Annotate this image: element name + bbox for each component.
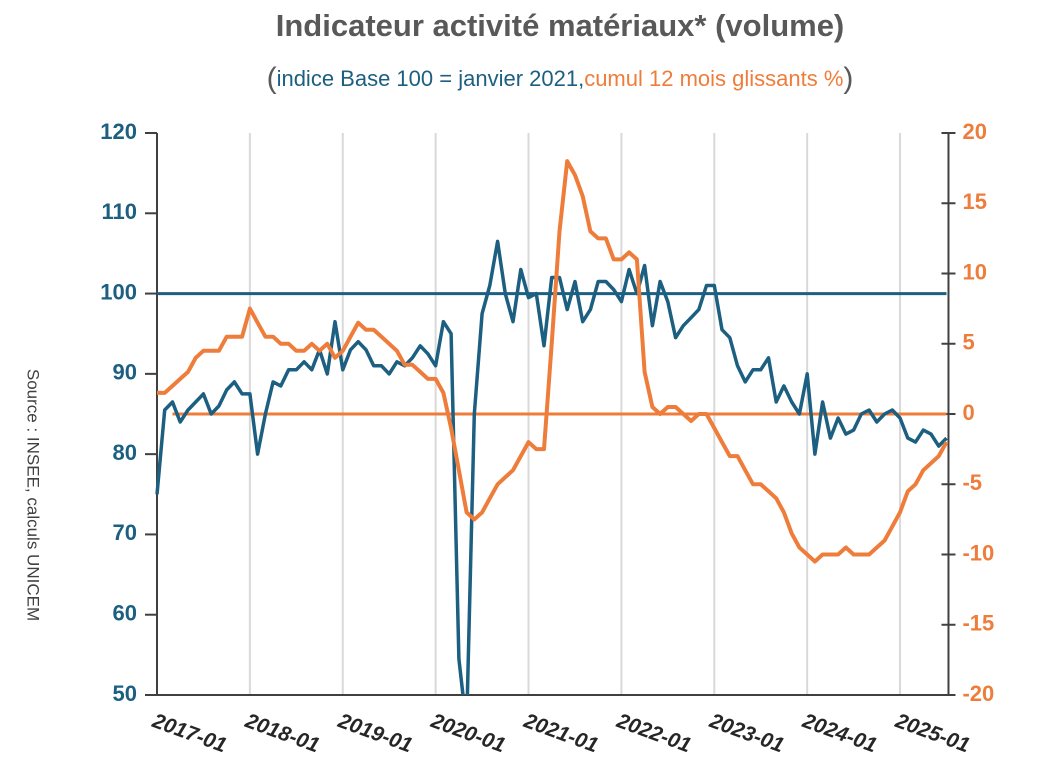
y-tick-label: 110 — [102, 199, 138, 224]
source-note: Source : INSEE, calculs UNICEM — [24, 369, 43, 621]
y-tick-label: 60 — [113, 601, 137, 626]
x-tick-label: 2025-01 — [891, 709, 972, 757]
x-tick-label: 2020-01 — [427, 709, 508, 757]
y2-tick-label: 0 — [962, 400, 974, 425]
y2-tick-label: 5 — [962, 330, 974, 355]
y2-tick-label: -10 — [962, 540, 994, 565]
x-tick-label: 2022-01 — [613, 709, 694, 757]
bracket: ) — [843, 62, 853, 95]
chart-subtitle: (indice Base 100 = janvier 2021,cumul 12… — [267, 62, 854, 95]
legend-entry: indice Base 100 = janvier 2021, — [277, 66, 585, 91]
x-tick-label: 2023-01 — [706, 709, 787, 757]
x-tick-label: 2021-01 — [520, 709, 601, 757]
y2-tick-label: 10 — [962, 259, 986, 284]
y-tick-label: 120 — [100, 119, 137, 144]
series-line — [157, 159, 949, 564]
y2-tick-label: 20 — [962, 119, 986, 144]
y2-tick-label: -5 — [962, 470, 982, 495]
x-tick-label: 2018-01 — [241, 709, 322, 757]
x-tick-label: 2017-01 — [148, 709, 229, 757]
x-tick-label: 2019-01 — [334, 709, 415, 757]
series-line — [155, 239, 948, 695]
y2-tick-label: 15 — [962, 189, 986, 214]
y-tick-label: 100 — [100, 279, 137, 304]
y2-tick-label: -20 — [962, 681, 994, 706]
y2-tick-label: -15 — [962, 611, 994, 636]
bracket: ( — [267, 62, 277, 95]
y-tick-label: 90 — [113, 360, 137, 385]
x-tick-label: 2024-01 — [799, 709, 880, 757]
y-tick-label: 80 — [113, 440, 137, 465]
chart-title: Indicateur activité matériaux* (volume) — [276, 8, 845, 43]
y-tick-label: 70 — [113, 520, 137, 545]
y-tick-label: 50 — [113, 681, 137, 706]
plot-area — [155, 159, 949, 695]
legend-entry: cumul 12 mois glissants % — [584, 66, 843, 91]
